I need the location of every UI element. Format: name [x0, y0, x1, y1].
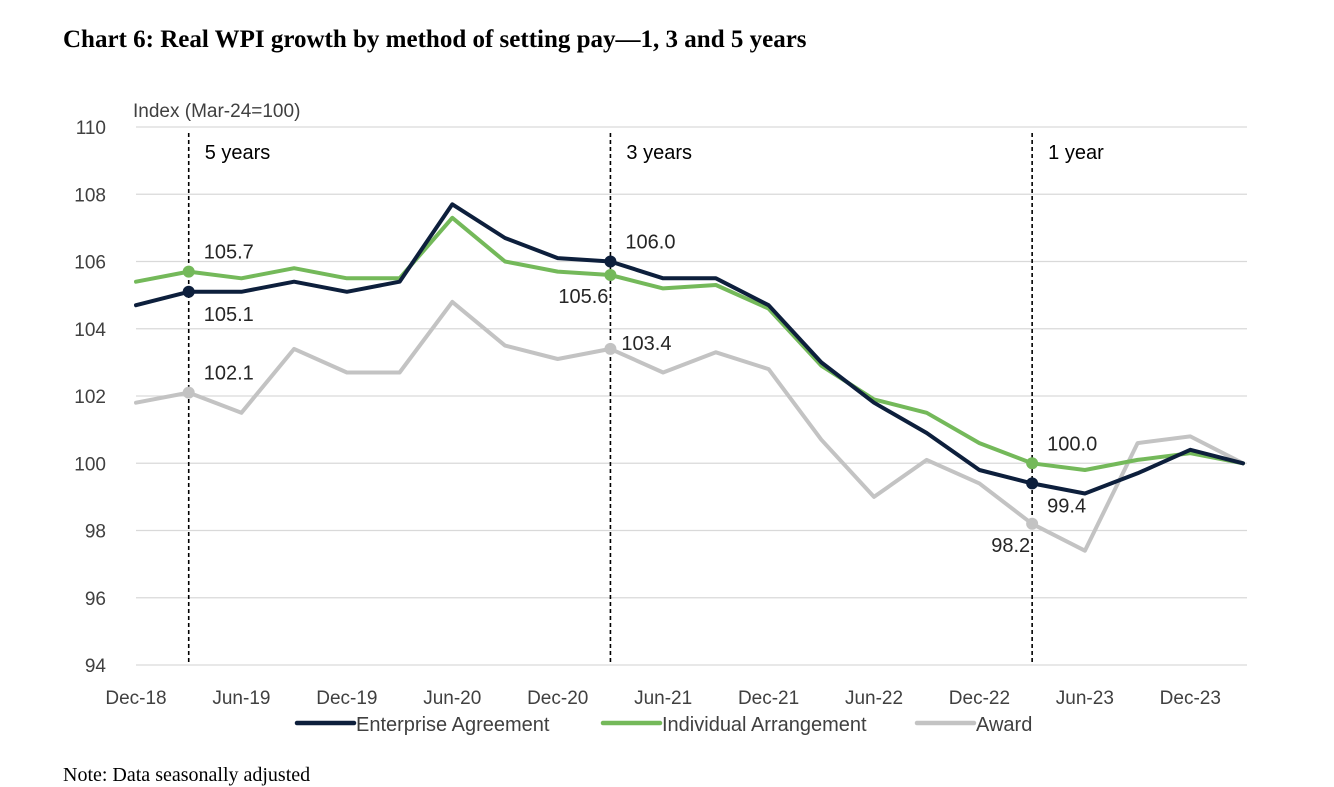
- y-axis-ticks: 94 96 98 100 102 104 106 108 110: [74, 118, 106, 677]
- data-label: 103.4: [621, 333, 671, 355]
- legend-label: Award: [976, 714, 1032, 736]
- y-tick-label: 100: [74, 454, 106, 475]
- x-tick-label: Dec-19: [316, 688, 377, 709]
- y-tick-label: 108: [74, 185, 106, 206]
- series-line-individual-arrangement: [134, 215, 1245, 472]
- y-tick-label: 102: [74, 387, 106, 408]
- series-line-award: [134, 299, 1245, 553]
- data-label: 106.0: [625, 232, 675, 254]
- data-label: 105.7: [204, 242, 254, 264]
- data-label: 105.6: [558, 286, 608, 308]
- x-tick-label: Jun-20: [423, 688, 481, 709]
- legend-label: Individual Arrangement: [662, 714, 867, 736]
- data-point-marker: [182, 386, 195, 399]
- data-point-marker: [604, 268, 617, 281]
- data-point-marker: [1026, 517, 1039, 530]
- data-label: 100.0: [1047, 433, 1097, 455]
- x-axis-ticks: Dec-18 Jun-19 Dec-19 Jun-20 Dec-20 Jun-21 Dec-…: [105, 688, 1221, 709]
- x-tick-label: Jun-19: [212, 688, 270, 709]
- period-markers: 5 years 3 years 1 year: [187, 133, 1104, 665]
- period-label: 5 years: [205, 142, 271, 164]
- gridlines: [136, 126, 1247, 666]
- period-label: 1 year: [1048, 142, 1104, 164]
- y-tick-label: 104: [74, 320, 106, 341]
- legend: Enterprise Agreement Individual Arrangeme…: [294, 714, 1032, 736]
- x-tick-label: Dec-18: [105, 688, 166, 709]
- x-tick-label: Dec-22: [949, 688, 1010, 709]
- data-label: 99.4: [1047, 495, 1086, 517]
- data-markers: 105.1 105.7 102.1 106.0 105.6 103.4 100.0 99.4 9…: [182, 232, 1097, 557]
- y-tick-label: 94: [85, 656, 107, 677]
- x-tick-label: Dec-23: [1160, 688, 1221, 709]
- data-point-marker: [182, 285, 195, 298]
- x-tick-label: Dec-21: [738, 688, 799, 709]
- x-tick-label: Dec-20: [527, 688, 588, 709]
- y-tick-label: 110: [76, 118, 106, 139]
- series-lines: [134, 202, 1245, 553]
- note: Note: Data seasonally adjusted: [63, 764, 311, 786]
- y-tick-label: 96: [85, 589, 106, 610]
- data-label: 102.1: [204, 363, 254, 385]
- data-label: 98.2: [991, 535, 1030, 557]
- legend-label: Enterprise Agreement: [356, 714, 550, 736]
- x-tick-label: Jun-23: [1056, 688, 1114, 709]
- x-tick-label: Jun-21: [634, 688, 692, 709]
- y-tick-label: 98: [85, 522, 106, 543]
- period-label: 3 years: [626, 142, 692, 164]
- series-line-enterprise-agreement: [134, 202, 1245, 496]
- y-tick-label: 106: [74, 253, 106, 274]
- chart-title: Chart 6: Real WPI growth by method of se…: [63, 26, 807, 53]
- data-point-marker: [604, 255, 617, 268]
- x-tick-label: Jun-22: [845, 688, 903, 709]
- y-axis-label: Index (Mar-24=100): [133, 101, 300, 122]
- data-label: 105.1: [204, 304, 254, 326]
- data-point-marker: [1026, 457, 1039, 470]
- data-point-marker: [182, 265, 195, 278]
- data-point-marker: [604, 342, 617, 355]
- data-point-marker: [1026, 477, 1039, 490]
